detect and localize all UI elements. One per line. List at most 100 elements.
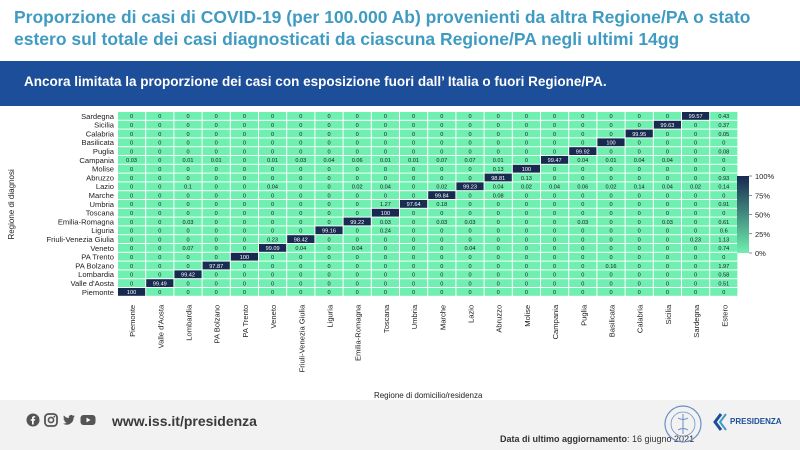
cell-label: 0 (638, 211, 641, 217)
cell-label: 0 (243, 264, 246, 270)
cell-label: 0 (243, 193, 246, 199)
cell-label: 0 (186, 211, 189, 217)
cell-label: 0 (384, 237, 387, 243)
cell-label: 0 (722, 141, 725, 147)
cell-label: 0 (638, 273, 641, 279)
heatmap-cell (315, 217, 343, 226)
cell-label: 0 (412, 237, 415, 243)
heatmap-cell (597, 182, 625, 191)
heatmap-cell (146, 235, 174, 243)
cell-label: 0 (356, 237, 359, 243)
heatmap-cell (174, 208, 202, 217)
cell-label: 0 (327, 123, 330, 129)
youtube-icon[interactable] (80, 413, 96, 427)
cell-label: 0 (271, 220, 274, 226)
cell-label: 0 (130, 281, 133, 287)
y-tick-label: Umbria (90, 200, 115, 209)
heatmap-cell (287, 226, 315, 235)
heatmap-cell (146, 173, 174, 182)
heatmap-cell (343, 138, 371, 147)
heatmap-cell (653, 173, 681, 182)
cell-label: 0 (130, 202, 133, 208)
cell-label: 0.04 (267, 185, 278, 191)
cell-label: 0.07 (465, 158, 476, 164)
cell-label: 0.03 (295, 158, 306, 164)
heatmap-cell (456, 288, 484, 296)
cell-label: 0 (412, 246, 415, 252)
cell-label: 0 (609, 246, 612, 252)
heatmap-cell (710, 129, 738, 138)
heatmap-cell (202, 173, 230, 182)
heatmap-cell (146, 147, 174, 155)
cell-label: 0 (215, 202, 218, 208)
cell-label: 0 (215, 149, 218, 155)
banner-text: Ancora limitata la proporzione dei casi … (24, 74, 607, 89)
cell-label: 0 (412, 264, 415, 270)
heatmap-cell (710, 147, 738, 155)
cell-label: 0 (468, 202, 471, 208)
cell-label: 0 (609, 220, 612, 226)
cell-label: 0 (440, 132, 443, 138)
heatmap-cell (710, 182, 738, 191)
heatmap-cell (315, 252, 343, 261)
twitter-icon[interactable] (62, 413, 76, 427)
cell-label: 0 (356, 123, 359, 129)
heatmap-cell (174, 164, 202, 173)
cell-label: 0.04 (634, 158, 645, 164)
facebook-icon[interactable] (26, 413, 40, 427)
heatmap-cell (541, 279, 569, 287)
cell-label: 0 (327, 220, 330, 226)
cell-label: 0 (384, 273, 387, 279)
heatmap-cell (343, 270, 371, 279)
heatmap-cell (569, 200, 597, 208)
cell-label: 0 (694, 264, 697, 270)
heatmap-cell (146, 129, 174, 138)
cell-label: 0 (468, 176, 471, 182)
cell-label: 0 (440, 264, 443, 270)
cell-label: 0 (243, 123, 246, 129)
heatmap-cell (710, 235, 738, 243)
cell-label: 0.02 (606, 185, 617, 191)
site-url-link[interactable]: www.iss.it/presidenza (112, 413, 257, 429)
cell-label: 0 (525, 220, 528, 226)
heatmap-cell (202, 164, 230, 173)
heatmap-cell (287, 244, 315, 252)
heatmap-cell (484, 279, 512, 287)
update-date: : 16 giugno 2021 (627, 434, 695, 444)
cell-label: 0 (243, 149, 246, 155)
heatmap-cell (653, 217, 681, 226)
cell-label: 0 (215, 141, 218, 147)
x-tick-label: Marche (438, 305, 447, 330)
heatmap-cell (146, 252, 174, 261)
cell-label: 0.23 (267, 237, 278, 243)
cell-label: 0 (158, 132, 161, 138)
cell-label: 0 (158, 176, 161, 182)
cell-label: 0 (468, 281, 471, 287)
cell-label: 100 (240, 255, 249, 261)
heatmap-cell (230, 129, 258, 138)
cell-label: 0 (553, 255, 556, 261)
cell-label: 0 (553, 246, 556, 252)
instagram-icon[interactable] (44, 413, 58, 427)
heatmap-cell (512, 252, 540, 261)
heatmap-cell (710, 173, 738, 182)
colorbar-tick-label: 25% (755, 230, 770, 239)
cell-label: 0 (299, 229, 302, 235)
cell-label: 0 (412, 123, 415, 129)
cell-label: 0 (553, 211, 556, 217)
heatmap-cell (400, 164, 428, 173)
heatmap-cell (625, 252, 653, 261)
cell-label: 0.61 (718, 220, 729, 226)
heatmap-cell (174, 138, 202, 147)
cell-label: 0.03 (662, 220, 673, 226)
heatmap-cell (541, 120, 569, 129)
heatmap-cell (597, 235, 625, 243)
cell-label: 0 (638, 176, 641, 182)
heatmap-cell (653, 208, 681, 217)
cell-label: 0 (158, 193, 161, 199)
cell-label: 0 (525, 193, 528, 199)
heatmap-cell (597, 208, 625, 217)
cell-label: 0 (243, 158, 246, 164)
cell-label: 0 (638, 193, 641, 199)
cell-label: 0 (412, 290, 415, 296)
